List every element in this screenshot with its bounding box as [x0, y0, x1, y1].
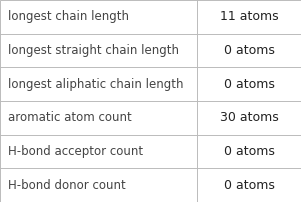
Text: 0 atoms: 0 atoms [224, 44, 275, 57]
Text: H-bond donor count: H-bond donor count [8, 179, 125, 192]
Text: 0 atoms: 0 atoms [224, 78, 275, 91]
Text: H-bond acceptor count: H-bond acceptor count [8, 145, 143, 158]
Text: longest aliphatic chain length: longest aliphatic chain length [8, 78, 183, 91]
Text: 11 atoms: 11 atoms [220, 10, 278, 23]
Text: longest straight chain length: longest straight chain length [8, 44, 178, 57]
Text: longest chain length: longest chain length [8, 10, 129, 23]
Text: 30 atoms: 30 atoms [220, 111, 278, 124]
Text: aromatic atom count: aromatic atom count [8, 111, 131, 124]
Text: 0 atoms: 0 atoms [224, 145, 275, 158]
Text: 0 atoms: 0 atoms [224, 179, 275, 192]
